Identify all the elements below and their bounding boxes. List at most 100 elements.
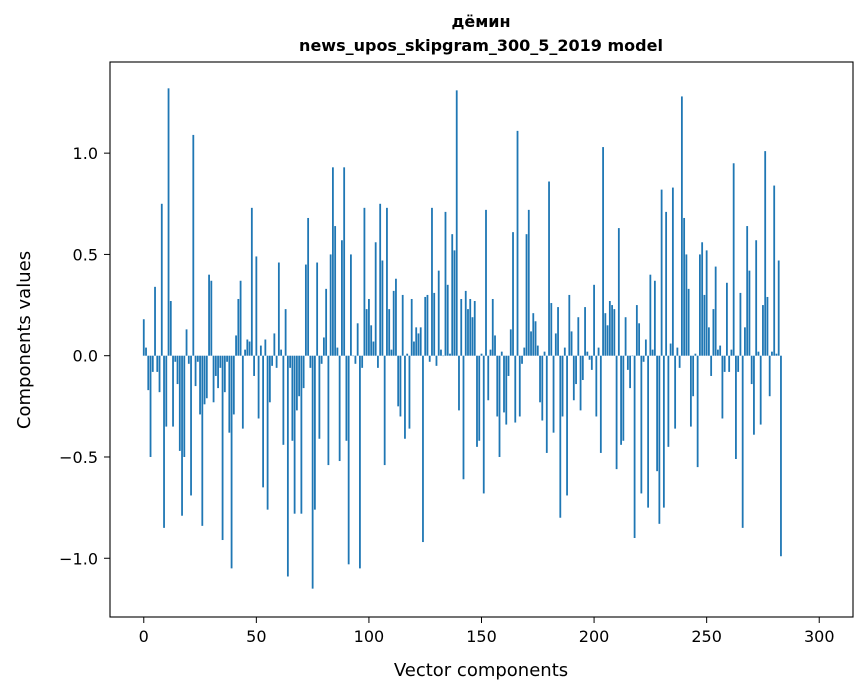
bar-260 <box>728 355 731 372</box>
bar-67 <box>293 355 296 514</box>
plot-frame <box>109 61 854 618</box>
bar-10 <box>165 355 168 427</box>
bar-139 <box>455 90 458 356</box>
y-tick-label: 0.0 <box>73 347 98 366</box>
bar-20 <box>187 355 190 364</box>
bar-225 <box>649 274 652 356</box>
bar-162 <box>507 355 510 376</box>
bar-230 <box>660 189 663 356</box>
bar-113 <box>397 355 400 407</box>
bar-181 <box>550 303 553 356</box>
bar-248 <box>701 242 704 356</box>
bar-280 <box>773 185 776 356</box>
bar-151 <box>482 355 485 494</box>
bar-212 <box>620 355 622 445</box>
bar-64 <box>286 355 289 577</box>
bar-177 <box>541 355 544 421</box>
bar-111 <box>392 290 395 356</box>
bar-224 <box>647 355 650 508</box>
bar-197 <box>586 351 589 356</box>
bar-278 <box>768 355 771 397</box>
bar-95 <box>356 323 359 356</box>
x-tick-label: 200 <box>579 627 610 646</box>
bar-264 <box>737 355 740 372</box>
bar-24 <box>196 355 199 362</box>
bar-161 <box>505 355 508 425</box>
y-tick-label: −0.5 <box>59 448 98 467</box>
bar-54 <box>264 339 267 356</box>
bar-232 <box>665 211 668 356</box>
bar-241 <box>685 254 688 356</box>
bar-15 <box>176 355 179 385</box>
bar-76 <box>313 355 316 510</box>
bar-216 <box>629 355 631 389</box>
bar-44 <box>241 355 244 429</box>
bar-186 <box>561 355 564 417</box>
bar-205 <box>604 313 607 356</box>
bar-190 <box>570 331 573 356</box>
bar-233 <box>667 355 670 447</box>
bar-78 <box>318 355 321 439</box>
bar-256 <box>719 345 722 356</box>
bar-150 <box>480 353 483 356</box>
bar-116 <box>404 355 406 439</box>
bar-53 <box>262 355 264 488</box>
bar-41 <box>235 335 237 356</box>
bar-70 <box>300 355 303 514</box>
bar-145 <box>469 298 472 356</box>
bar-221 <box>640 355 643 494</box>
bar-185 <box>559 355 562 518</box>
y-tick-label: −1.0 <box>59 549 98 568</box>
bar-282 <box>777 260 780 356</box>
bar-254 <box>714 266 717 356</box>
bar-122 <box>417 333 420 356</box>
bar-252 <box>710 355 713 376</box>
bar-142 <box>462 355 465 480</box>
bar-198 <box>588 355 591 360</box>
bar-235 <box>671 187 674 356</box>
bar-79 <box>320 355 323 364</box>
bar-283 <box>780 355 782 557</box>
bar-204 <box>602 147 604 356</box>
bar-169 <box>523 347 526 356</box>
bar-222 <box>642 355 645 362</box>
bar-244 <box>692 355 695 397</box>
bar-170 <box>525 234 528 356</box>
x-tick-label: 250 <box>691 627 722 646</box>
bar-156 <box>494 335 496 356</box>
bar-46 <box>246 339 249 356</box>
bar-6 <box>156 355 159 372</box>
bar-175 <box>536 345 539 356</box>
bar-19 <box>185 329 188 356</box>
bar-50 <box>255 256 258 356</box>
bar-90 <box>345 355 348 441</box>
bar-154 <box>489 349 492 356</box>
bar-98 <box>363 207 366 356</box>
bar-124 <box>422 355 424 543</box>
bar-28 <box>205 355 208 399</box>
bar-183 <box>554 333 557 356</box>
bar-218 <box>633 355 636 538</box>
bar-45 <box>244 349 246 356</box>
bar-173 <box>532 313 535 356</box>
bar-231 <box>662 355 665 508</box>
bar-153 <box>487 355 490 401</box>
bar-267 <box>744 327 746 356</box>
bar-125 <box>424 296 427 356</box>
bar-160 <box>503 355 505 413</box>
bar-33 <box>217 355 219 389</box>
bar-137 <box>451 234 454 356</box>
bar-136 <box>449 353 451 356</box>
bar-251 <box>708 327 710 356</box>
bar-69 <box>298 355 301 397</box>
bar-102 <box>372 341 375 356</box>
y-axis-label: Components values <box>14 251 35 429</box>
bar-279 <box>771 351 773 356</box>
bar-211 <box>617 228 620 356</box>
chart-subtitle: news_upos_skipgram_300_5_2019 model <box>299 36 663 55</box>
bar-220 <box>638 323 641 356</box>
bar-270 <box>750 355 753 385</box>
bar-89 <box>343 167 346 356</box>
bar-126 <box>426 294 429 356</box>
bar-83 <box>329 254 332 356</box>
